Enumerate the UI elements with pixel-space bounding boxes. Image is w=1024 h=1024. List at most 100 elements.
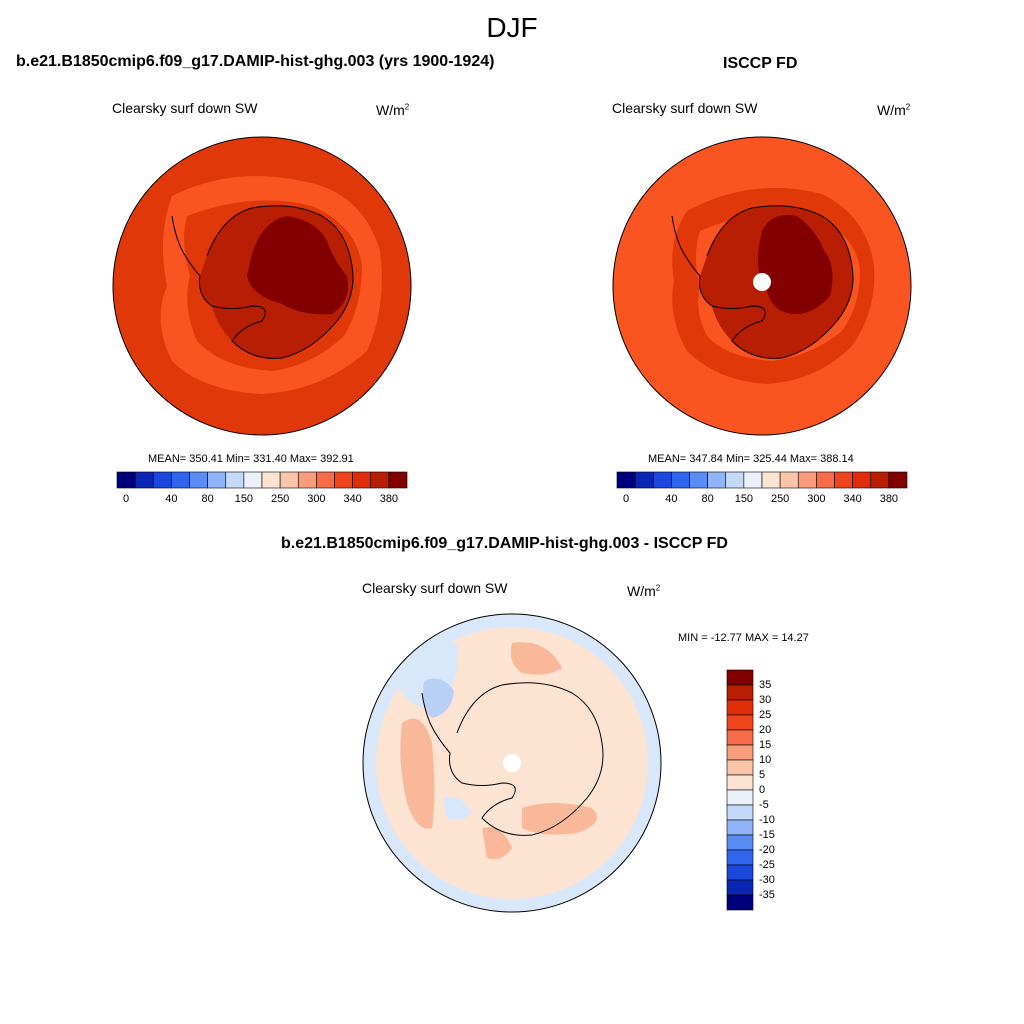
diff-colorbar-tick-label: 25 — [759, 709, 772, 721]
diff-stats: MIN = -12.77 MAX = 14.27 — [678, 632, 809, 644]
right-colorbar — [616, 471, 908, 489]
colorbar-tick-label: 380 — [879, 493, 899, 505]
colorbar-swatch — [116, 471, 136, 489]
right-stats: MEAN= 347.84 Min= 325.44 Max= 388.14 — [648, 453, 854, 465]
diff-colorbar-tick-label: -5 — [759, 799, 769, 811]
right-polar-map — [612, 136, 912, 436]
diff-colorbar-swatch — [726, 879, 754, 896]
colorbar-tick-label: 0 — [123, 493, 130, 505]
colorbar-swatch — [189, 471, 208, 489]
diff-map-red-patch-1 — [400, 718, 435, 829]
colorbar-swatch — [707, 471, 727, 489]
left-map-coastline — [171, 205, 354, 359]
diff-colorbar-tick-label: 35 — [759, 679, 772, 691]
left-panel-title: b.e21.B1850cmip6.f09_g17.DAMIP-hist-ghg.… — [16, 53, 495, 70]
diff-colorbar-swatch — [726, 729, 754, 746]
diff-colorbar-tick-label: 30 — [759, 694, 772, 706]
colorbar-swatch — [370, 471, 390, 489]
colorbar-swatch — [888, 471, 908, 489]
diff-colorbar-swatch — [726, 759, 754, 776]
colorbar-swatch — [634, 471, 654, 489]
colorbar-swatch — [652, 471, 672, 489]
diff-map-pole-hole — [503, 754, 521, 772]
diff-colorbar-tick-label: 10 — [759, 754, 772, 766]
colorbar-swatch — [225, 471, 245, 489]
colorbar-tick-label: 80 — [201, 493, 214, 505]
colorbar-swatch — [352, 471, 372, 489]
right-map-coastline — [671, 205, 854, 359]
right-map-antarctica-dark — [758, 215, 833, 315]
colorbar-swatch — [779, 471, 799, 489]
left-units-label: W/m2 — [376, 102, 410, 118]
right-variable-label: Clearsky surf down SW — [612, 100, 758, 116]
diff-colorbar-swatch — [726, 669, 754, 686]
colorbar-swatch — [334, 471, 353, 489]
diff-colorbar-tick-label: 15 — [759, 739, 772, 751]
diff-colorbar-swatch — [726, 864, 754, 881]
colorbar-tick-label: 250 — [270, 493, 290, 505]
diff-colorbar-swatch — [726, 714, 754, 731]
colorbar-swatch — [152, 471, 172, 489]
diff-colorbar-swatch — [726, 849, 754, 866]
left-map-antarctica-dark — [247, 216, 348, 315]
colorbar-tick-label: 150 — [734, 493, 754, 505]
colorbar-swatch — [797, 471, 817, 489]
colorbar-swatch — [297, 471, 317, 489]
colorbar-tick-label: 300 — [807, 493, 826, 505]
diff-colorbar-tick-label: -10 — [759, 814, 775, 826]
diff-colorbar-tick-label: -35 — [759, 889, 775, 901]
colorbar-swatch — [243, 471, 263, 489]
colorbar-tick-label: 250 — [770, 493, 790, 505]
diff-polar-map — [362, 613, 662, 913]
colorbar-swatch — [134, 471, 154, 489]
colorbar-swatch — [261, 471, 281, 489]
diff-colorbar-tick-label: 0 — [759, 784, 766, 796]
diff-colorbar-tick-label: -30 — [759, 874, 775, 886]
left-variable-label: Clearsky surf down SW — [112, 100, 258, 116]
colorbar-tick-label: 150 — [234, 493, 254, 505]
colorbar-swatch — [852, 471, 872, 489]
diff-colorbar — [726, 669, 754, 911]
left-colorbar — [116, 471, 408, 489]
diff-colorbar-tick-label: -15 — [759, 829, 775, 841]
diff-variable-label: Clearsky surf down SW — [362, 580, 508, 596]
diff-map-red-patch-4 — [482, 827, 512, 860]
colorbar-swatch — [671, 471, 690, 489]
colorbar-swatch — [725, 471, 745, 489]
right-colorbar-ticks: 0 40 80 150 250 300 340 380 — [617, 493, 907, 507]
colorbar-swatch — [743, 471, 763, 489]
colorbar-tick-label: 40 — [165, 493, 178, 505]
colorbar-swatch — [388, 471, 408, 489]
diff-colorbar-tick-label: 20 — [759, 724, 772, 736]
right-map-pole-hole — [753, 273, 771, 291]
diff-map-red-patch-3 — [522, 803, 597, 835]
diff-colorbar-swatch — [726, 789, 754, 806]
colorbar-tick-label: 0 — [623, 493, 630, 505]
right-units-label: W/m2 — [877, 102, 911, 118]
colorbar-swatch — [761, 471, 781, 489]
diff-colorbar-tick-label: 5 — [759, 769, 766, 781]
diff-map-blue-patch-mid — [423, 678, 454, 718]
colorbar-swatch — [816, 471, 835, 489]
colorbar-tick-label: 40 — [665, 493, 678, 505]
diff-map-coastline — [421, 682, 604, 836]
colorbar-tick-label: 340 — [343, 493, 362, 505]
diff-colorbar-swatch — [726, 774, 754, 791]
left-polar-map — [112, 136, 412, 436]
colorbar-swatch — [316, 471, 335, 489]
diff-colorbar-swatch — [726, 684, 754, 701]
colorbar-swatch — [171, 471, 190, 489]
diff-colorbar-swatch — [726, 819, 754, 836]
left-colorbar-ticks: 0 40 80 150 250 300 340 380 — [117, 493, 407, 507]
colorbar-swatch — [870, 471, 890, 489]
diff-colorbar-ticks: 35 30 25 20 15 10 5 0 -5 -10 -15 -20 -25 -30 -35 — [759, 670, 799, 910]
diff-map-blue-patch-s — [442, 797, 472, 820]
left-stats: MEAN= 350.41 Min= 331.40 Max= 392.91 — [148, 453, 354, 465]
diff-units-label: W/m2 — [627, 583, 661, 599]
colorbar-swatch — [279, 471, 299, 489]
diff-colorbar-swatch — [726, 834, 754, 851]
diff-colorbar-swatch — [726, 744, 754, 761]
diff-panel-title: b.e21.B1850cmip6.f09_g17.DAMIP-hist-ghg.… — [281, 535, 728, 552]
right-panel-title: ISCCP FD — [723, 55, 798, 72]
diff-colorbar-swatch — [726, 804, 754, 821]
